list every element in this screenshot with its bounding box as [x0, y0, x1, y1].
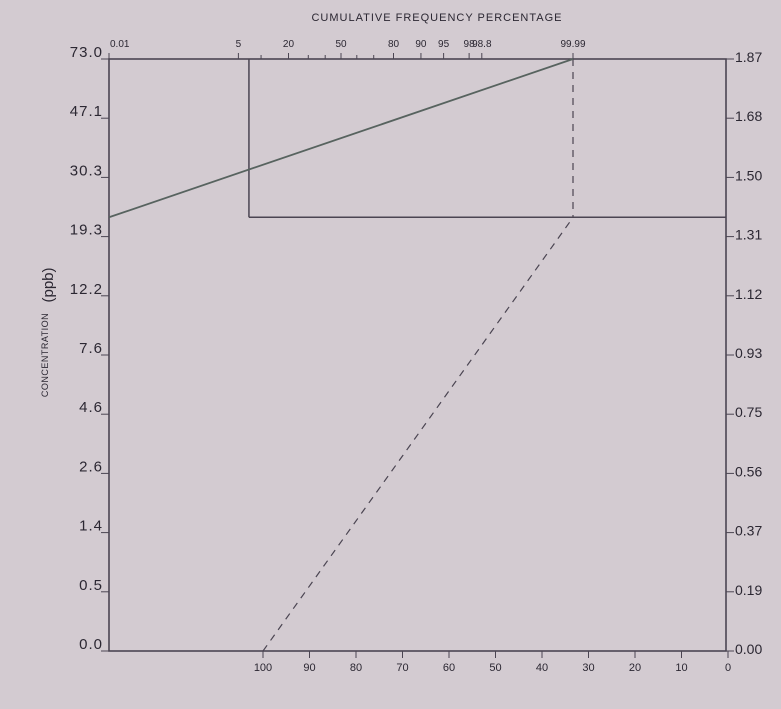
left-axis: 73.0 47.1 30.3 19.3 12.2 7.6 4.6 2.6 1.4 0.5 0.0 — [70, 44, 109, 653]
bottom-tick-label-5: 50 — [489, 662, 501, 674]
left-tick-label-10: 0.0 — [79, 636, 103, 653]
top-tick-label-4: 80 — [388, 39, 400, 50]
series-line-1 — [262, 216, 574, 652]
reference-lines — [248, 59, 726, 219]
bottom-tick-label-1: 90 — [303, 662, 315, 674]
top-tick-label-2: 20 — [283, 39, 295, 50]
right-tick-label-3: 1.31 — [735, 227, 762, 243]
top-tick-label-9: 99.99 — [560, 39, 585, 50]
left-tick-label-3: 19.3 — [70, 222, 103, 239]
y-axis-label: CONCENTRATION — [40, 313, 50, 397]
left-tick-label-4: 12.2 — [70, 281, 103, 298]
left-tick-label-1: 47.1 — [70, 103, 103, 120]
left-tick-label-8: 1.4 — [79, 518, 103, 535]
plot-frame — [108, 58, 727, 652]
bottom-tick-label-10: 0 — [725, 662, 731, 674]
top-tick-label-8: 98.8 — [472, 39, 492, 50]
right-tick-label-6: 0.75 — [735, 404, 762, 420]
left-tick-label-0: 73.0 — [70, 44, 103, 61]
top-tick-label-3: 50 — [335, 39, 347, 50]
left-tick-label-6: 4.6 — [79, 399, 103, 416]
bottom-tick-label-9: 10 — [675, 662, 687, 674]
right-tick-label-10: 0.00 — [735, 641, 762, 657]
bottom-tick-label-4: 60 — [443, 662, 455, 674]
top-tick-label-0: 0.01 — [110, 39, 130, 50]
left-tick-label-9: 0.5 — [79, 577, 103, 594]
bottom-tick-label-6: 40 — [536, 662, 548, 674]
bottom-tick-label-7: 30 — [582, 662, 594, 674]
bottom-axis: 100 90 80 70 60 50 40 30 20 10 0 — [254, 651, 731, 674]
top-tick-label-6: 95 — [438, 39, 450, 50]
right-tick-label-2: 1.50 — [735, 167, 762, 183]
bottom-tick-label-2: 80 — [350, 662, 362, 674]
left-tick-label-5: 7.6 — [79, 340, 103, 357]
top-tick-label-1: 5 — [236, 39, 242, 50]
right-axis: 1.87 1.68 1.50 1.31 1.12 0.93 0.75 0.56 0.37 0.19… — [726, 49, 762, 657]
top-tick-label-5: 90 — [415, 39, 427, 50]
bottom-tick-label-0: 100 — [254, 662, 272, 674]
right-tick-label-9: 0.19 — [735, 582, 762, 598]
series-line-0 — [108, 58, 574, 219]
left-tick-label-7: 2.6 — [79, 458, 103, 475]
right-tick-label-1: 1.68 — [735, 108, 762, 124]
right-tick-label-4: 1.12 — [735, 286, 762, 302]
right-tick-label-8: 0.37 — [735, 523, 762, 539]
series-lines — [108, 58, 574, 652]
right-tick-label-7: 0.56 — [735, 463, 762, 479]
bottom-tick-label-8: 20 — [629, 662, 641, 674]
right-tick-label-0: 1.87 — [735, 49, 762, 65]
top-tick-label-7: 98 — [464, 39, 476, 50]
left-tick-label-2: 30.3 — [70, 162, 103, 179]
bottom-tick-label-3: 70 — [396, 662, 408, 674]
y-axis-unit-label: (ppb) — [40, 267, 57, 302]
top-axis-title: CUMULATIVE FREQUENCY PERCENTAGE — [311, 12, 562, 24]
right-tick-label-5: 0.93 — [735, 345, 762, 361]
